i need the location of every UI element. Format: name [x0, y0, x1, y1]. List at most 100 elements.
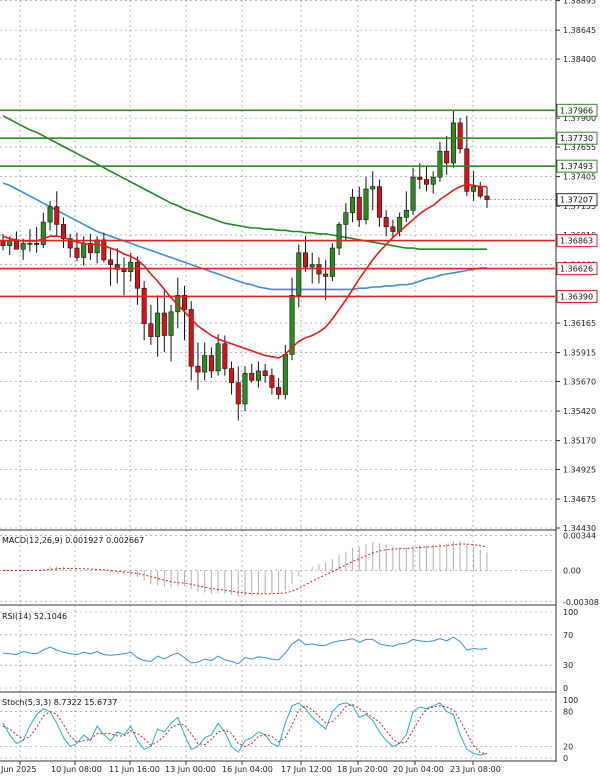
candle-up — [430, 176, 436, 185]
candle-down — [0, 240, 6, 246]
price-panel[interactable] — [0, 109, 555, 421]
rsi-tick-label: 0 — [563, 684, 568, 693]
level-tag — [556, 103, 598, 117]
rsi-tick-label: 100 — [563, 608, 578, 617]
candle-down — [182, 295, 188, 310]
candle-up — [437, 150, 443, 178]
level-label: 1.37493 — [560, 162, 593, 171]
macd-label: MACD(12,26,9) 0.001927 0.002667 — [2, 536, 144, 545]
candle-up — [289, 295, 295, 355]
candle-down — [249, 372, 255, 381]
candle-down — [276, 387, 282, 395]
ma-blue-line — [2, 182, 487, 291]
candle-down — [302, 252, 308, 268]
candle-down — [67, 238, 73, 249]
candle-up — [94, 239, 100, 254]
ma-green-line — [2, 115, 487, 250]
macd-panel[interactable]: MACD(12,26,9) 0.001927 0.002667 — [2, 536, 488, 597]
x-tick-label: 23 Jun 08:00 — [450, 765, 501, 774]
candle-down — [101, 239, 107, 261]
macd-tick-label: 0.00 — [563, 567, 581, 576]
stoch-k-line — [2, 702, 488, 756]
candle-down — [423, 179, 429, 185]
candle-down — [222, 343, 228, 369]
candle-up — [27, 243, 33, 245]
rsi-line — [2, 636, 488, 665]
stoch-tick-label: 100 — [563, 696, 578, 705]
candle-down — [383, 217, 389, 228]
price-tick-label: 1.37405 — [563, 173, 596, 182]
candle-up — [403, 209, 409, 218]
price-tick-label: 1.35670 — [563, 378, 596, 387]
candle-up — [7, 240, 13, 246]
candle-down — [134, 261, 140, 289]
ma-red-line — [2, 183, 487, 359]
macd-tick-label: 0.00344 — [563, 532, 596, 541]
candle-down — [54, 206, 60, 225]
candle-down — [87, 243, 93, 254]
candle-up — [215, 343, 221, 372]
price-tick-label: 1.37655 — [563, 143, 596, 152]
candle-down — [269, 375, 275, 388]
level-label: 1.37966 — [560, 106, 593, 115]
level-tag — [556, 131, 598, 145]
candle-down — [74, 247, 80, 258]
current-price-label: 1.37207 — [560, 196, 593, 205]
rsi-tick-label: 70 — [563, 631, 573, 640]
current-price-tag — [556, 193, 598, 207]
candle-down — [484, 195, 490, 200]
candle-down — [208, 355, 214, 372]
price-tick-label: 1.34430 — [563, 524, 596, 533]
candle-up — [128, 261, 134, 272]
candle-down — [60, 224, 66, 239]
stoch-d-line — [2, 704, 488, 754]
candle-up — [343, 212, 349, 225]
rsi-tick-label: 30 — [563, 661, 573, 670]
candle-down — [376, 186, 382, 218]
candle-up — [81, 243, 87, 258]
rsi-label: RSI(14) 52.1046 — [2, 612, 67, 621]
candle-up — [155, 312, 161, 337]
candle-down — [195, 365, 201, 373]
candle-up — [202, 355, 208, 373]
candle-down — [390, 226, 396, 232]
candle-down — [417, 176, 423, 180]
x-tick-label: 20 Jun 04:00 — [393, 765, 444, 774]
candle-down — [464, 148, 470, 192]
macd-tick-label: -0.00308 — [563, 598, 599, 607]
level-tag — [556, 262, 598, 276]
candle-up — [168, 311, 174, 336]
candle-down — [161, 312, 167, 336]
candle-down — [188, 309, 194, 367]
candle-up — [20, 243, 26, 250]
price-tick-label: 1.36165 — [563, 319, 596, 328]
candle-up — [242, 372, 248, 405]
candle-up — [370, 186, 376, 190]
candle-down — [34, 243, 40, 245]
candle-up — [410, 176, 416, 211]
candle-down — [229, 368, 235, 384]
price-tick-label: 1.38645 — [563, 26, 596, 35]
candle-up — [255, 370, 261, 381]
candle-up — [363, 188, 369, 221]
candle-down — [148, 323, 154, 337]
candle-down — [444, 150, 450, 164]
x-tick-label: 18 Jun 20:00 — [337, 765, 388, 774]
stoch-tick-label: 20 — [563, 742, 573, 751]
stoch-panel[interactable]: Stoch(5,3,3) 8.7322 15.6737 — [2, 698, 488, 756]
x-tick-label: 17 Jun 12:00 — [281, 765, 332, 774]
candle-down — [477, 186, 483, 197]
price-tick-label: 1.37155 — [563, 202, 596, 211]
candle-down — [323, 273, 329, 277]
x-tick-label: 10 Jun 08:00 — [51, 765, 102, 774]
price-tick-label: 1.38895 — [563, 0, 596, 6]
stoch-tick-label: 0 — [563, 754, 568, 763]
candle-down — [121, 269, 127, 272]
rsi-panel[interactable]: RSI(14) 52.1046 — [2, 612, 488, 665]
candle-up — [282, 354, 288, 395]
candle-up — [47, 206, 53, 223]
candle-down — [141, 287, 147, 324]
candle-down — [262, 370, 268, 376]
grid-layer — [0, 0, 557, 762]
